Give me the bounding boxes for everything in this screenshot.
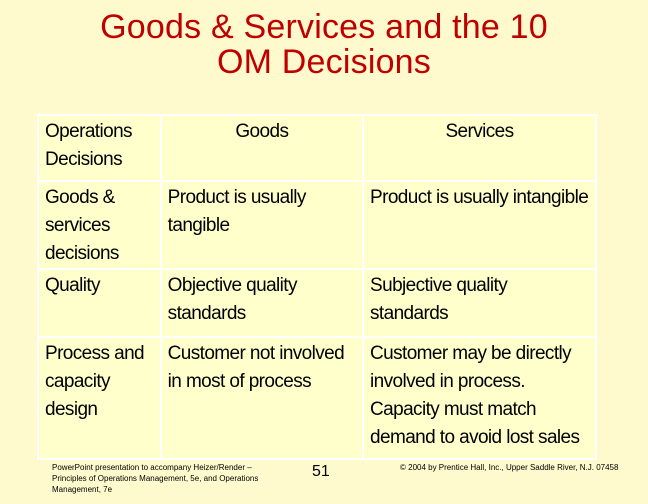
row-goods: Customer not involved in most of process (159, 336, 365, 460)
row-services: Product is usually intangible (362, 180, 597, 270)
header-goods: Goods (159, 114, 365, 182)
table-row: Quality Objective quality standards Subj… (37, 268, 597, 338)
row-services: Subjective quality standards (362, 268, 597, 338)
table-row: Goods & services decisions Product is us… (37, 180, 597, 270)
header-decisions: Operations Decisions (37, 114, 162, 182)
row-services: Customer may be directly involved in pro… (362, 336, 597, 460)
header-services: Services (362, 114, 597, 182)
slide-title-line-1: Goods & Services and the 10 (100, 8, 548, 46)
table-row: Process and capacity design Customer not… (37, 336, 597, 460)
row-decision: Quality (37, 268, 162, 338)
page-number: 51 (312, 463, 330, 480)
slide-title-line-2: OM Decisions (216, 43, 431, 81)
row-goods: Objective quality standards (159, 268, 365, 338)
slide-title: Goods & Services and the 10 OM Decisions (0, 10, 648, 80)
footer-copyright: © 2004 by Prentice Hall, Inc., Upper Sad… (400, 463, 619, 472)
row-decision: Goods & services decisions (37, 180, 162, 270)
comparison-table: Operations Decisions Goods Services Good… (37, 114, 597, 460)
footer-attribution: PowerPoint presentation to accompany Hei… (52, 463, 259, 494)
header-row: Operations Decisions Goods Services (37, 114, 597, 182)
row-goods: Product is usually tangible (159, 180, 365, 270)
row-decision: Process and capacity design (37, 336, 162, 460)
